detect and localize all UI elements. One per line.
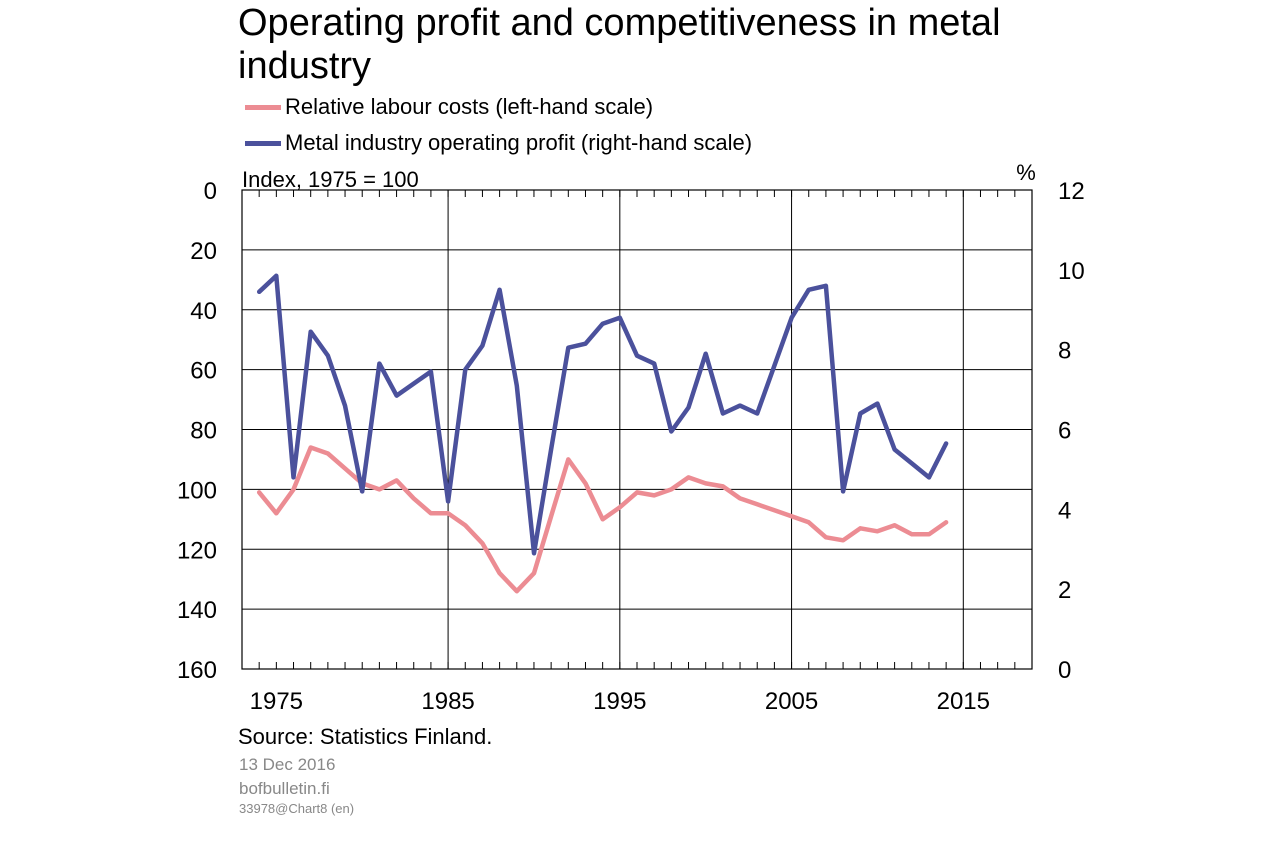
right-tick-label-4: 8 [1058, 338, 1071, 365]
chart-title: Operating profit and competitiveness in … [238, 2, 1001, 87]
right-tick-label-0: 0 [1058, 657, 1071, 684]
left-tick-label-8: 160 [177, 657, 217, 684]
series-line-labour-costs [256, 445, 949, 594]
x-tick-label-4: 2015 [937, 688, 990, 715]
left-tick-label-0: 0 [204, 178, 217, 205]
x-tick-label-2: 1995 [593, 688, 646, 715]
legend-item-labour-costs: Relative labour costs (left-hand scale) [245, 94, 653, 120]
left-tick-label-3: 60 [190, 358, 217, 385]
left-tick-label-1: 20 [190, 238, 217, 265]
legend-item-operating-profit: Metal industry operating profit (right-h… [245, 130, 752, 156]
x-tick-label-1: 1985 [421, 688, 474, 715]
legend-swatch-labour-costs [245, 104, 281, 110]
series-lines [256, 273, 949, 594]
right-tick-label-1: 2 [1058, 577, 1071, 604]
publish-date: 13 Dec 2016 [239, 755, 336, 774]
chart-code: 33978@Chart8 (en) [239, 801, 355, 816]
left-axis-label: Index, 1975 = 100 [242, 167, 419, 192]
source-note: Source: Statistics Finland. [238, 724, 493, 749]
right-tick-label-6: 12 [1058, 178, 1085, 205]
right-tick-label-2: 4 [1058, 497, 1071, 524]
left-tick-label-4: 80 [190, 418, 217, 445]
x-tick-label-3: 2005 [765, 688, 818, 715]
series-line-operating-profit [256, 273, 949, 556]
left-tick-label-2: 40 [190, 298, 217, 325]
left-tick-label-6: 120 [177, 537, 217, 564]
legend-swatch-operating-profit [245, 140, 281, 146]
x-tick-label-0: 1975 [250, 688, 303, 715]
right-axis-label: % [1016, 160, 1036, 185]
legend-label-labour-costs: Relative labour costs (left-hand scale) [285, 94, 654, 119]
plot-frame [241, 189, 1033, 670]
right-tick-label-3: 6 [1058, 418, 1071, 445]
axes: 0 20 40 60 80 100 120 140 160 0 2 4 6 8 10 12 1975 1985 19… [177, 178, 1085, 715]
legend-label-operating-profit: Metal industry operating profit (right-h… [285, 130, 753, 155]
right-tick-label-5: 10 [1058, 258, 1085, 285]
grid-lines [242, 189, 1032, 670]
left-tick-label-5: 100 [177, 477, 217, 504]
left-tick-label-7: 140 [177, 597, 217, 624]
site-name: bofbulletin.fi [239, 779, 330, 798]
